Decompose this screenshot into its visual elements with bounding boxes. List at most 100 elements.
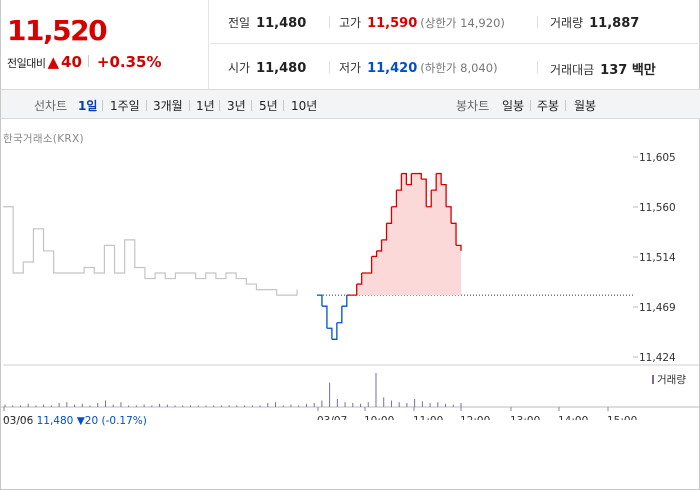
stat-value: 11,590	[367, 16, 418, 31]
change-label: 전일대비	[7, 57, 46, 70]
period-3y[interactable]: 3년	[227, 99, 246, 113]
divider	[530, 100, 531, 111]
y-tick-label: 11,514	[639, 252, 676, 264]
stat-open: 시가 11,480	[228, 59, 306, 76]
x-tick-label: 15:00	[607, 415, 637, 420]
stat-note: (하한가 8,040)	[420, 61, 498, 75]
hover-change: 20	[84, 415, 99, 427]
change-percent: +0.35%	[96, 53, 162, 71]
series-line-segment	[401, 172, 408, 185]
stat-label: 거래량	[550, 16, 584, 30]
period-1w[interactable]: 1주일	[110, 99, 140, 113]
x-tick-label: 10:00	[364, 415, 394, 420]
y-tick-label: 11,560	[639, 202, 676, 214]
series-line-segment	[416, 172, 422, 180]
hover-date: 03/06	[3, 415, 34, 427]
series-line-segment	[441, 183, 447, 207]
hover-close: 11,480	[36, 415, 74, 427]
series-line-prev-day	[3, 206, 298, 296]
stat-high: 고가 11,590 (상한가 14,920)	[339, 14, 505, 31]
divider	[251, 100, 252, 111]
series-line-segment	[396, 173, 403, 191]
period-weekly[interactable]: 주봉	[537, 99, 560, 113]
period-monthly[interactable]: 월봉	[574, 99, 597, 113]
y-tick-label: 11,605	[639, 152, 676, 164]
period-10y[interactable]: 10년	[291, 99, 318, 113]
down-arrow-icon: ▼	[76, 415, 85, 427]
x-tick-label: 03/07	[317, 415, 347, 420]
stat-label: 고가	[339, 16, 362, 30]
divider	[537, 61, 538, 73]
series-line-segment	[386, 206, 393, 224]
divider	[102, 100, 103, 111]
stat-label: 거래대금	[550, 63, 595, 77]
period-3m[interactable]: 3개월	[153, 99, 183, 113]
price-summary: 11,520 전일대비 ▲ 40 +0.35%	[1, 0, 209, 89]
x-tick-label: 11:00	[413, 415, 443, 420]
divider	[565, 100, 566, 111]
period-1y[interactable]: 1년	[196, 99, 215, 113]
stat-volume: 거래량 11,887	[550, 14, 639, 31]
series-line-segment	[321, 305, 328, 329]
x-tick-label: 13:00	[510, 415, 540, 420]
series-line-segment	[336, 306, 343, 324]
line-chart-label: 선차트	[34, 99, 68, 113]
divider	[329, 61, 330, 73]
stat-note: (상한가 14,920)	[420, 16, 505, 30]
period-5y[interactable]: 5년	[259, 99, 278, 113]
divider	[329, 16, 330, 28]
series-area-up	[317, 173, 461, 296]
volume-legend-label: 거래량	[657, 374, 686, 386]
stat-value: 11,480	[256, 16, 307, 31]
stat-value: 11,480	[256, 61, 307, 76]
stat-value: 11,887	[589, 16, 640, 31]
stats-row: 전일 11,480 고가 11,590 (상한가 14,920) 거래량 11,887	[210, 0, 700, 44]
price-change: 전일대비 ▲ 40 +0.35%	[7, 53, 162, 71]
y-tick-label: 11,424	[639, 352, 676, 364]
x-tick-label: 14:00	[558, 415, 588, 420]
series-line-segment	[421, 178, 427, 207]
stat-label: 저가	[339, 61, 362, 75]
stats-row: 시가 11,480 저가 11,420 (하한가 8,040) 거래대금 137 백만	[210, 45, 700, 89]
y-tick-label: 11,469	[639, 302, 676, 314]
period-daily[interactable]: 일봉	[502, 99, 525, 113]
hover-pct: (-0.17%)	[101, 415, 147, 427]
series-line-segment	[351, 284, 358, 296]
series-line-segment	[436, 172, 442, 185]
divider	[87, 55, 89, 67]
divider	[219, 100, 220, 111]
stat-label: 전일	[228, 16, 251, 30]
series-line-segment	[426, 190, 432, 208]
current-price: 11,520	[7, 14, 108, 47]
series-line-segment	[366, 256, 373, 274]
series-line-segment	[446, 206, 452, 224]
period-1d[interactable]: 1일	[78, 99, 98, 113]
hover-info: 03/06 11,480 ▼20 (-0.17%)	[3, 415, 147, 427]
stat-value: 137 백만	[600, 63, 656, 78]
x-tick-label: 03/06	[3, 415, 34, 420]
data-source-label: 한국거래소(KRX)	[3, 133, 84, 145]
divider	[146, 100, 147, 111]
series-line-segment	[391, 190, 398, 208]
volume-legend-swatch	[652, 375, 654, 384]
divider	[283, 100, 284, 111]
stat-low: 저가 11,420 (하한가 8,040)	[339, 59, 498, 76]
stat-label: 시가	[228, 61, 251, 75]
chart-toolbar: 선차트 1일 1주일 3개월 1년 3년 5년 10년 봉차트 일봉 주봉 월봉	[1, 89, 700, 119]
series-line-segment	[317, 294, 323, 307]
stat-prev-close: 전일 11,480	[228, 14, 306, 31]
stats-table: 전일 11,480 고가 11,590 (상한가 14,920) 거래량 11,887 …	[210, 0, 700, 89]
series-line-segment	[341, 295, 348, 307]
candle-chart-label: 봉차트	[456, 99, 490, 113]
series-line-segment	[451, 222, 457, 246]
series-line-segment	[376, 239, 383, 252]
change-value: 40	[61, 53, 82, 71]
up-arrow-icon: ▲	[47, 53, 60, 71]
series-line-segment	[371, 250, 378, 258]
stat-amount: 거래대금 137 백만	[550, 59, 656, 78]
series-line-segment	[356, 273, 363, 285]
series-line-segment	[331, 322, 338, 340]
divider	[537, 16, 538, 28]
series-line-segment	[406, 173, 412, 186]
